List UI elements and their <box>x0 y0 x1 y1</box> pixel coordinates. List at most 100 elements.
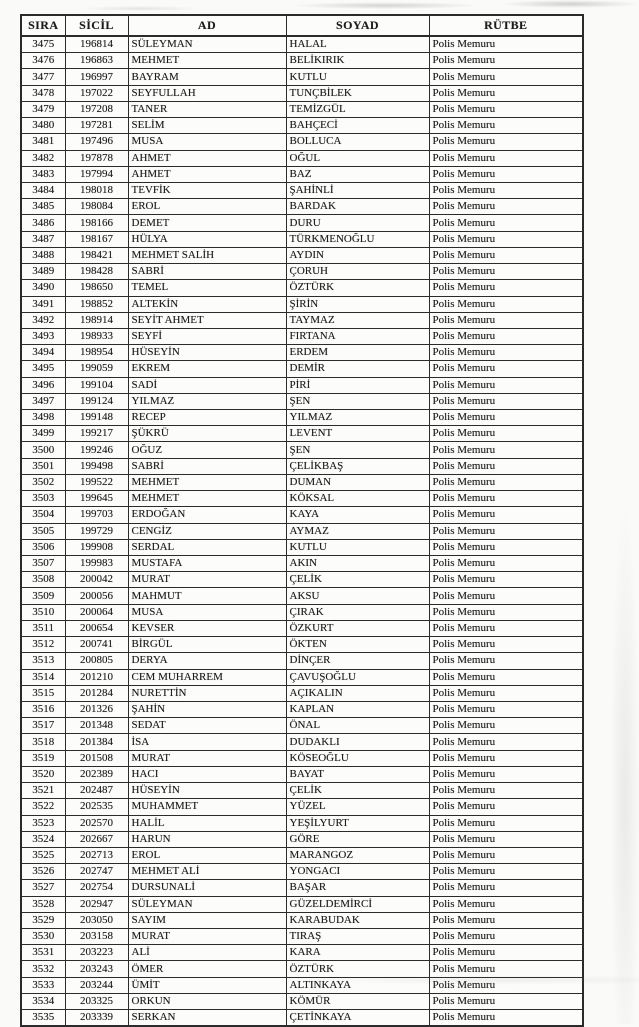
table-row: 3480 197281 SELİM BAHÇECİ Polis Memuru <box>21 118 583 134</box>
table-row: 3516 201326 ŞAHİN KAPLAN Polis Memuru <box>21 701 583 717</box>
table-row: 3524 202667 HARUN GÖRE Polis Memuru <box>21 831 583 847</box>
cell-sira: 3497 <box>21 393 65 409</box>
cell-sira: 3513 <box>21 653 65 669</box>
cell-rutbe: Polis Memuru <box>429 474 583 490</box>
cell-soyad: ÇIRAK <box>286 604 429 620</box>
cell-soyad: KARABUDAK <box>286 912 429 928</box>
cell-soyad: KÖMÜR <box>286 993 429 1009</box>
cell-sira: 3499 <box>21 426 65 442</box>
cell-rutbe: Polis Memuru <box>429 961 583 977</box>
table-row: 3478 197022 SEYFULLAH TUNÇBİLEK Polis Me… <box>21 85 583 101</box>
cell-sicil: 196863 <box>65 53 128 69</box>
cell-rutbe: Polis Memuru <box>429 442 583 458</box>
cell-soyad: HALAL <box>286 36 429 53</box>
cell-sira: 3492 <box>21 312 65 328</box>
column-header-sicil: SİCİL <box>65 15 128 36</box>
cell-ad: HÜSEYİN <box>128 783 286 799</box>
table-row: 3498 199148 RECEP YILMAZ Polis Memuru <box>21 410 583 426</box>
cell-sicil: 198084 <box>65 199 128 215</box>
cell-rutbe: Polis Memuru <box>429 296 583 312</box>
column-header-ad: AD <box>128 15 286 36</box>
cell-sicil: 199124 <box>65 393 128 409</box>
cell-ad: AHMET <box>128 150 286 166</box>
cell-sicil: 199217 <box>65 426 128 442</box>
table-row: 3487 198167 HÜLYA TÜRKMENOĞLU Polis Memu… <box>21 231 583 247</box>
cell-soyad: TIRAŞ <box>286 929 429 945</box>
cell-sira: 3494 <box>21 345 65 361</box>
cell-ad: DERYA <box>128 653 286 669</box>
cell-soyad: KÖKSAL <box>286 491 429 507</box>
cell-rutbe: Polis Memuru <box>429 831 583 847</box>
table-row: 3494 198954 HÜSEYİN ERDEM Polis Memuru <box>21 345 583 361</box>
cell-sicil: 201508 <box>65 750 128 766</box>
cell-sira: 3490 <box>21 280 65 296</box>
cell-soyad: AYDIN <box>286 247 429 263</box>
table-row: 3529 203050 SAYIM KARABUDAK Polis Memuru <box>21 912 583 928</box>
table-row: 3514 201210 CEM MUHARREM ÇAVUŞOĞLU Polis… <box>21 669 583 685</box>
cell-ad: TEMEL <box>128 280 286 296</box>
cell-soyad: KARA <box>286 945 429 961</box>
cell-ad: ORKUN <box>128 993 286 1009</box>
cell-ad: HACI <box>128 766 286 782</box>
cell-rutbe: Polis Memuru <box>429 896 583 912</box>
cell-sira: 3511 <box>21 620 65 636</box>
cell-ad: CENGİZ <box>128 523 286 539</box>
table-row: 3533 203244 ÜMİT ALTINKAYA Polis Memuru <box>21 977 583 993</box>
cell-sira: 3518 <box>21 734 65 750</box>
cell-ad: MEHMET <box>128 491 286 507</box>
cell-ad: İSA <box>128 734 286 750</box>
cell-rutbe: Polis Memuru <box>429 507 583 523</box>
cell-rutbe: Polis Memuru <box>429 264 583 280</box>
cell-sira: 3503 <box>21 491 65 507</box>
cell-soyad: DURU <box>286 215 429 231</box>
cell-sicil: 197022 <box>65 85 128 101</box>
cell-ad: BİRGÜL <box>128 637 286 653</box>
table-row: 3511 200654 KEVSER ÖZKURT Polis Memuru <box>21 620 583 636</box>
cell-ad: ALİ <box>128 945 286 961</box>
table-row: 3509 200056 MAHMUT AKSU Polis Memuru <box>21 588 583 604</box>
table-row: 3510 200064 MUSA ÇIRAK Polis Memuru <box>21 604 583 620</box>
cell-soyad: BOLLUCA <box>286 134 429 150</box>
table-row: 3482 197878 AHMET OĞUL Polis Memuru <box>21 150 583 166</box>
cell-sicil: 198852 <box>65 296 128 312</box>
cell-sira: 3528 <box>21 896 65 912</box>
cell-sira: 3504 <box>21 507 65 523</box>
table-row: 3507 199983 MUSTAFA AKIN Polis Memuru <box>21 556 583 572</box>
cell-rutbe: Polis Memuru <box>429 750 583 766</box>
cell-sicil: 199703 <box>65 507 128 523</box>
cell-soyad: KUTLU <box>286 69 429 85</box>
cell-sicil: 197281 <box>65 118 128 134</box>
cell-sira: 3514 <box>21 669 65 685</box>
cell-rutbe: Polis Memuru <box>429 53 583 69</box>
cell-sicil: 198650 <box>65 280 128 296</box>
cell-sira: 3532 <box>21 961 65 977</box>
cell-ad: HÜLYA <box>128 231 286 247</box>
cell-rutbe: Polis Memuru <box>429 36 583 53</box>
cell-sicil: 203325 <box>65 993 128 1009</box>
cell-sira: 3493 <box>21 328 65 344</box>
cell-sira: 3482 <box>21 150 65 166</box>
cell-soyad: ŞİRİN <box>286 296 429 312</box>
cell-sicil: 199246 <box>65 442 128 458</box>
table-row: 3499 199217 ŞÜKRÜ LEVENT Polis Memuru <box>21 426 583 442</box>
cell-sicil: 199983 <box>65 556 128 572</box>
cell-soyad: KUTLU <box>286 539 429 555</box>
cell-rutbe: Polis Memuru <box>429 620 583 636</box>
cell-soyad: TUNÇBİLEK <box>286 85 429 101</box>
cell-rutbe: Polis Memuru <box>429 150 583 166</box>
cell-ad: EKREM <box>128 361 286 377</box>
cell-ad: YILMAZ <box>128 393 286 409</box>
cell-sicil: 198954 <box>65 345 128 361</box>
cell-sicil: 202947 <box>65 896 128 912</box>
cell-sira: 3517 <box>21 718 65 734</box>
cell-sira: 3476 <box>21 53 65 69</box>
table-row: 3477 196997 BAYRAM KUTLU Polis Memuru <box>21 69 583 85</box>
table-row: 3525 202713 EROL MARANGOZ Polis Memuru <box>21 847 583 863</box>
cell-sicil: 199104 <box>65 377 128 393</box>
cell-rutbe: Polis Memuru <box>429 491 583 507</box>
cell-sira: 3484 <box>21 182 65 198</box>
cell-rutbe: Polis Memuru <box>429 604 583 620</box>
table-row: 3485 198084 EROL BARDAK Polis Memuru <box>21 199 583 215</box>
cell-sicil: 198166 <box>65 215 128 231</box>
cell-ad: TANER <box>128 101 286 117</box>
